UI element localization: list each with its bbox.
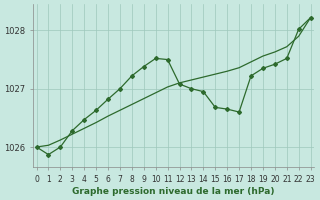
X-axis label: Graphe pression niveau de la mer (hPa): Graphe pression niveau de la mer (hPa) <box>72 187 275 196</box>
